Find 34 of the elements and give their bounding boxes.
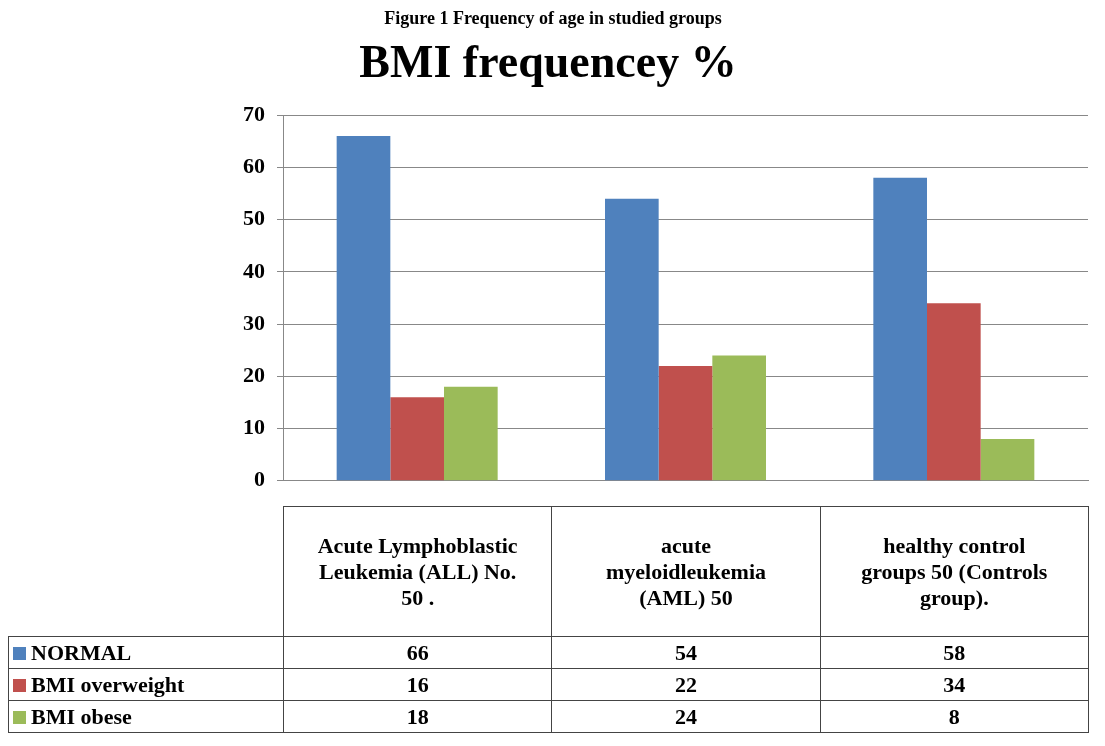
data-label: 18 (283, 700, 552, 733)
data-label: 58 (820, 636, 1089, 669)
y-tick-label: 10 (243, 414, 265, 440)
y-tick-label: 20 (243, 362, 265, 388)
x-tick-label: healthy control groups 50 (Controls group). (820, 506, 1089, 637)
chart-title: BMI frequencey % (359, 36, 737, 88)
data-label: 22 (551, 668, 821, 701)
data-label: 8 (820, 700, 1089, 733)
y-tick-label: 60 (243, 153, 265, 179)
bar (444, 386, 498, 481)
bar (712, 355, 766, 481)
legend-label: BMI overweight (31, 671, 185, 697)
y-tick-label: 70 (243, 100, 265, 126)
x-tick-label: acute myeloidleukemia (AML) 50 (551, 506, 821, 637)
data-label: 24 (551, 700, 821, 733)
data-label: 66 (283, 636, 552, 669)
data-label: 54 (551, 636, 821, 669)
legend-label: BMI obese (31, 703, 132, 729)
data-label: 16 (283, 668, 552, 701)
y-tick-label: 40 (243, 257, 265, 283)
bar (980, 439, 1035, 481)
legend-label: NORMAL (31, 639, 132, 665)
data-label: 34 (820, 668, 1089, 701)
bar (390, 397, 444, 481)
bar (873, 177, 927, 481)
y-tick-label: 0 (254, 466, 265, 492)
x-tick-label: Acute Lymphoblastic Leukemia (ALL) No. 50 . (283, 506, 552, 637)
bar (336, 136, 391, 481)
bar (605, 198, 659, 481)
y-tick-label: 30 (243, 309, 265, 335)
caption: Figure 1 Frequency of age in studied groups (383, 8, 723, 28)
bar (658, 365, 713, 481)
bar (927, 303, 981, 481)
y-tick-label: 50 (243, 205, 265, 231)
